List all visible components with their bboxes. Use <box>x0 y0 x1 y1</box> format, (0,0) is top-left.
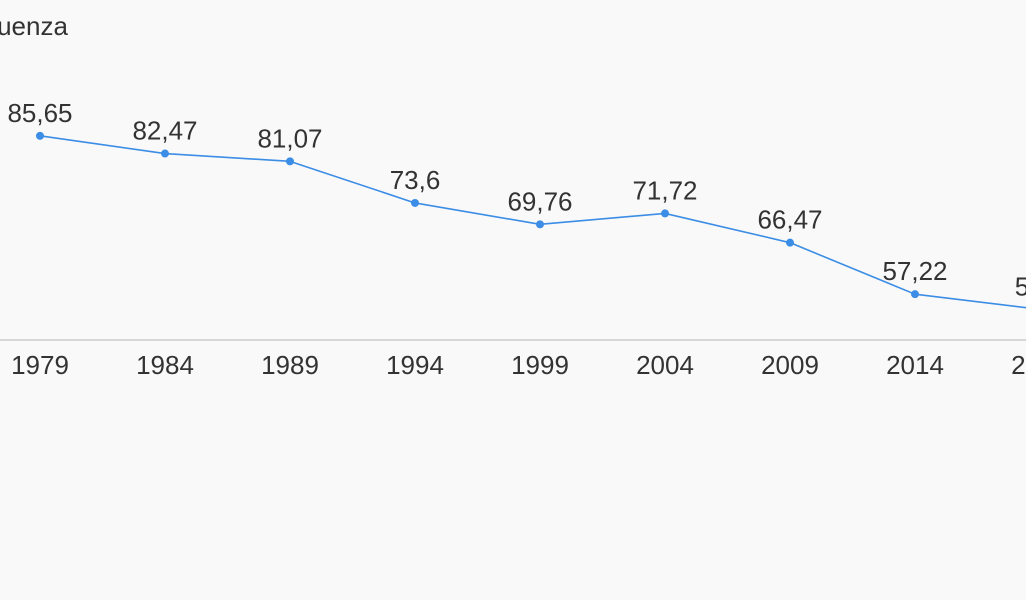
data-point[interactable] <box>786 238 794 247</box>
x-tick-label: 2014 <box>886 350 944 380</box>
data-label: 73,6 <box>390 165 441 195</box>
data-point[interactable] <box>411 198 419 207</box>
x-tick-label: 2004 <box>636 350 694 380</box>
x-tick-label: 1979 <box>11 350 69 380</box>
x-tick-label: 1989 <box>261 350 319 380</box>
chart-title: Affluenza <box>0 11 68 41</box>
data-label: 71,72 <box>632 175 697 205</box>
x-tick-label: 1984 <box>136 350 194 380</box>
data-label: 69,76 <box>507 186 572 216</box>
x-tick-label: 2019 <box>1011 350 1026 380</box>
data-point[interactable] <box>161 149 169 158</box>
data-label: 57,22 <box>882 256 947 286</box>
data-label: 82,47 <box>132 116 197 146</box>
data-point[interactable] <box>36 131 44 140</box>
data-label: 81,07 <box>257 123 322 153</box>
data-point[interactable] <box>661 209 669 218</box>
series-line <box>39 135 1026 309</box>
data-label: 66,47 <box>757 205 822 235</box>
x-tick-label: 1999 <box>511 350 569 380</box>
x-tick-label: 2009 <box>761 350 819 380</box>
data-label: 54,5 <box>1015 271 1026 301</box>
x-tick-label: 1994 <box>386 350 444 380</box>
data-point[interactable] <box>286 157 294 166</box>
data-point[interactable] <box>536 220 544 229</box>
data-point[interactable] <box>911 290 919 299</box>
data-label: 85,65 <box>7 98 72 128</box>
